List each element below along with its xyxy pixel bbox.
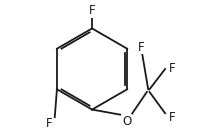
- Text: F: F: [89, 4, 95, 17]
- Text: F: F: [169, 63, 176, 75]
- Text: F: F: [137, 41, 144, 54]
- Text: O: O: [122, 115, 131, 128]
- Text: F: F: [46, 117, 52, 130]
- Text: F: F: [169, 111, 176, 124]
